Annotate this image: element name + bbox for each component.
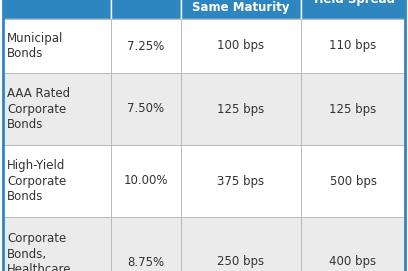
Bar <box>181 19 301 73</box>
Text: AAA Rated
Corporate
Bonds: AAA Rated Corporate Bonds <box>7 87 70 131</box>
Bar <box>111 73 181 145</box>
Bar <box>181 73 301 145</box>
Bar <box>301 73 405 145</box>
Text: 10.00%: 10.00% <box>124 175 168 188</box>
Text: 7.25%: 7.25% <box>127 40 164 53</box>
Text: Corporate
Bonds,
Healthcare
Industry: Corporate Bonds, Healthcare Industry <box>7 232 71 271</box>
Bar <box>3 19 111 73</box>
Text: 7.50%: 7.50% <box>127 102 164 115</box>
Text: Spread Over
Treasuries with
Same Maturity: Spread Over Treasuries with Same Maturit… <box>190 0 292 14</box>
Bar <box>181 217 301 271</box>
Bar <box>111 145 181 217</box>
Bar <box>3 73 111 145</box>
Bar <box>301 0 405 19</box>
Bar <box>111 0 181 19</box>
Bar <box>111 19 181 73</box>
Bar <box>301 145 405 217</box>
Bar <box>301 217 405 271</box>
Bar <box>3 145 111 217</box>
Bar <box>111 217 181 271</box>
Text: 400 bps: 400 bps <box>329 256 377 269</box>
Text: 100 bps: 100 bps <box>217 40 264 53</box>
Text: 125 bps: 125 bps <box>329 102 377 115</box>
Text: 375 bps: 375 bps <box>217 175 264 188</box>
Text: High-Yield
Corporate
Bonds: High-Yield Corporate Bonds <box>7 159 66 203</box>
Bar <box>301 19 405 73</box>
Text: Historical
Yield Spread: Historical Yield Spread <box>311 0 395 6</box>
Text: 125 bps: 125 bps <box>217 102 265 115</box>
Text: 8.75%: 8.75% <box>127 256 164 269</box>
Text: 110 bps: 110 bps <box>329 40 377 53</box>
Text: 250 bps: 250 bps <box>217 256 264 269</box>
Text: 500 bps: 500 bps <box>330 175 377 188</box>
Bar <box>3 217 111 271</box>
Bar <box>181 145 301 217</box>
Bar <box>3 0 111 19</box>
Bar <box>181 0 301 19</box>
Text: Municipal
Bonds: Municipal Bonds <box>7 32 63 60</box>
